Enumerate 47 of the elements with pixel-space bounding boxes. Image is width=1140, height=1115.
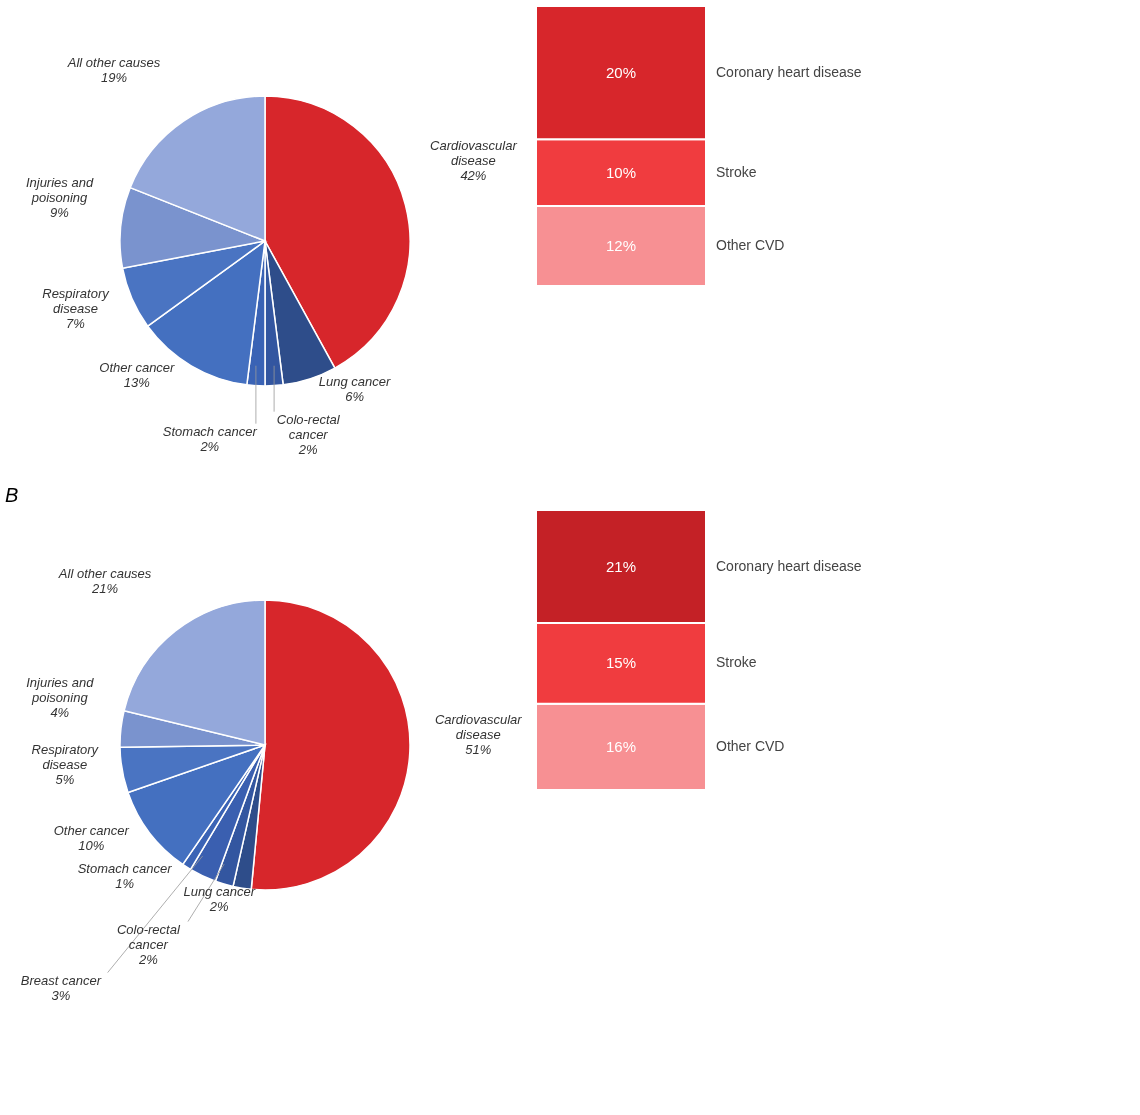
slice-label: All other causes [66,55,161,71]
data-label: 10% [605,163,637,181]
data-label: 6% [345,389,364,405]
data-label: 21% [605,557,637,575]
slice-label: Respiratory disease [31,742,100,773]
data-label: 4% [50,704,70,720]
data-label: 10% [78,838,105,854]
slice-label: Colo-rectal cancer [116,921,181,952]
data-label: 2% [199,438,220,454]
slice-label: Other cancer [99,359,176,375]
data-label: 20% [605,63,637,81]
data-label: 51% [465,742,492,758]
slice-label: Stomach cancer [77,860,173,876]
slice-label: Lung cancer [183,884,256,899]
data-label: 2% [137,951,158,967]
series-label: Other CVD [716,237,785,253]
slice-label: Injuries and poisoning [25,174,94,205]
data-label: 3% [51,987,71,1003]
slice-label: Cardiovascular disease [434,712,523,743]
slice-label: Lung cancer [318,374,391,390]
slice-label: Injuries and poisoning [26,674,95,705]
slice-label: Respiratory disease [42,286,111,317]
series-label: Other CVD [716,737,785,754]
data-label: 7% [66,316,85,332]
data-label: 42% [460,168,487,184]
data-label: 16% [605,737,637,755]
data-label: 15% [605,654,637,672]
data-label: 5% [55,772,75,788]
series-label: Coronary heart disease [716,557,862,574]
slice-label: Breast cancer [20,972,102,988]
slice-label: Cardiovascular disease [430,138,518,169]
chart-title: B [5,484,19,506]
data-label: 2% [297,441,318,457]
data-label: 12% [605,237,637,254]
series-label: Coronary heart disease [716,63,862,80]
slice-label: Stomach cancer [162,423,258,439]
data-label: 13% [123,374,150,390]
slice-label: All other causes [57,566,152,582]
series-label: Stroke [716,654,757,671]
slice-label: Other cancer [53,823,130,839]
data-label: 9% [50,204,69,220]
data-label: 19% [101,70,128,86]
data-label: 21% [91,581,119,597]
data-label: 1% [115,875,135,891]
series-label: Stroke [716,163,757,180]
slice-label: Colo-rectal cancer [276,411,341,442]
data-label: 2% [208,899,229,914]
